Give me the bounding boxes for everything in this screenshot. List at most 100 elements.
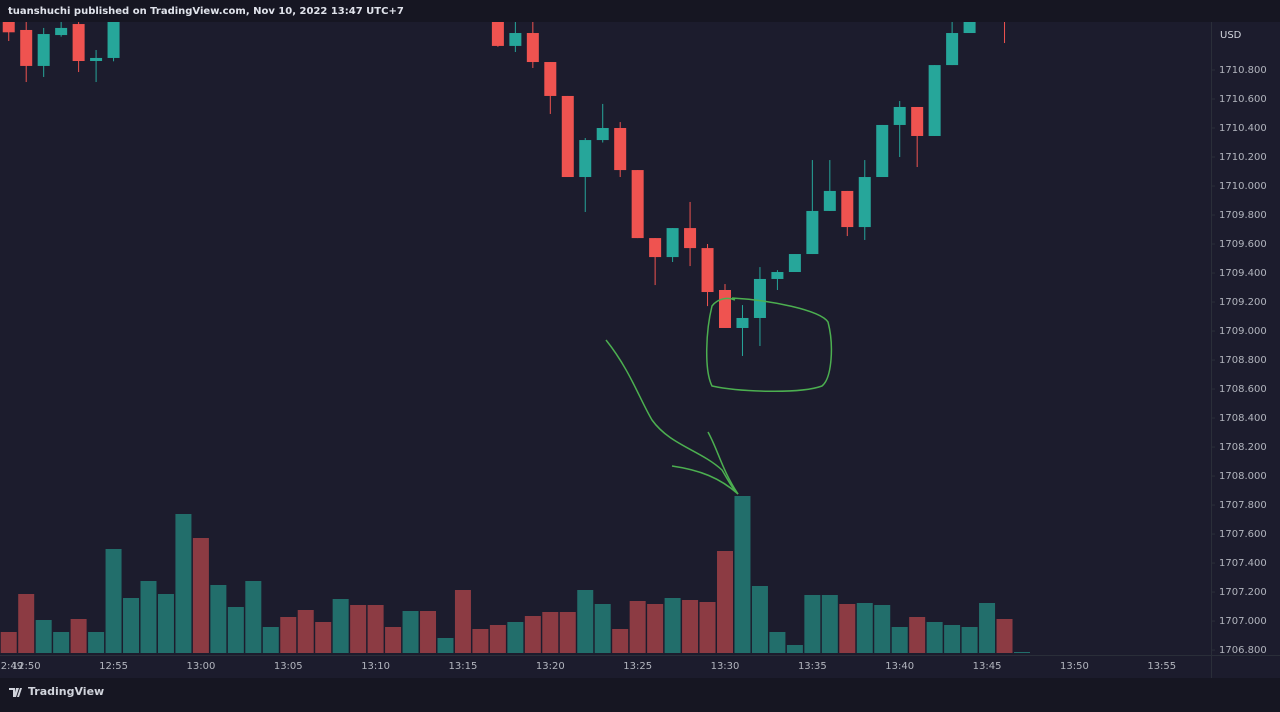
volume-bar: [874, 605, 891, 653]
annotation-arrow-head: [671, 465, 739, 495]
volume-bar: [88, 632, 105, 653]
volume-bar: [926, 622, 943, 653]
volume-bar: [280, 617, 297, 653]
volume-bar: [420, 611, 437, 653]
y-tick-label: 1707.000: [1219, 616, 1267, 627]
volume-bar: [682, 600, 699, 653]
candle-body: [20, 29, 33, 66]
y-tick-label: 1708.800: [1219, 355, 1267, 366]
volume-bar: [157, 594, 174, 653]
candle-layer: [2, 0, 1011, 356]
volume-bar: [734, 496, 751, 653]
y-tick-label: 1706.800: [1219, 645, 1267, 656]
volume-bar: [856, 603, 873, 653]
volume-bar: [542, 612, 559, 653]
x-tick-label: 13:15: [449, 661, 478, 672]
volume-bar: [0, 632, 17, 653]
volume-bar: [385, 627, 402, 653]
candle-body: [911, 106, 924, 136]
volume-bar: [1013, 652, 1030, 653]
volume-bar: [839, 604, 856, 653]
volume-bar: [786, 645, 803, 653]
volume-bar: [53, 632, 70, 653]
candle-body: [561, 95, 574, 178]
candle-body: [684, 228, 697, 249]
candle-body: [666, 228, 679, 258]
x-tick-label: 13:40: [885, 661, 914, 672]
price-axis: [1212, 22, 1280, 678]
volume-bar: [664, 598, 681, 653]
volume-bar: [559, 612, 576, 653]
volume-bar: [315, 622, 332, 653]
x-tick-label: 13:20: [536, 661, 565, 672]
volume-bar: [297, 610, 314, 653]
volume-bar: [437, 638, 454, 653]
x-tick-label: 13:25: [623, 661, 652, 672]
candle-body: [649, 238, 662, 258]
candle-body: [90, 57, 103, 62]
currency: USD: [1220, 30, 1242, 41]
y-tick-label: 1707.400: [1219, 558, 1267, 569]
x-tick-label: 12:55: [99, 661, 128, 672]
candle-body: [107, 22, 120, 58]
y-tick-label: 1709.200: [1219, 297, 1267, 308]
volume-bar: [245, 581, 262, 653]
drawing: [605, 297, 833, 495]
y-tick-label: 1710.000: [1219, 181, 1267, 192]
y-tick-label: 1709.600: [1219, 239, 1267, 250]
y-tick-label: 1710.400: [1219, 123, 1267, 134]
volume-bar: [227, 607, 244, 653]
volume-bar: [944, 625, 961, 653]
header: tuanshuchi published on TradingView.com,…: [8, 6, 404, 17]
y-tick-label: 1709.000: [1219, 326, 1267, 337]
volume-bar: [909, 617, 926, 653]
x-tick-label: 13:55: [1147, 661, 1176, 672]
annotation-arrow: [605, 339, 739, 495]
x-tick-label: 13:10: [361, 661, 390, 672]
volume-bar: [507, 622, 524, 653]
candle-body: [858, 177, 871, 228]
volume-bar: [647, 604, 664, 653]
y-tick-label: 1708.600: [1219, 384, 1267, 395]
volume-layer: [0, 496, 1030, 653]
volume-bar: [70, 619, 87, 653]
candle-body: [579, 140, 592, 178]
logo: [9, 688, 22, 697]
volume-bar: [979, 603, 996, 653]
y-tick-label: 1709.400: [1219, 268, 1267, 279]
candle-body: [37, 34, 50, 66]
candle-body: [72, 24, 85, 62]
volume-bar: [105, 549, 122, 653]
x-tick-label: 13:05: [274, 661, 303, 672]
candle-body: [806, 210, 819, 255]
volume-bar: [402, 611, 419, 653]
x-tick-label: 13:45: [973, 661, 1002, 672]
candle-body: [999, 0, 1011, 12]
volume-bar: [524, 616, 541, 653]
volume-bar: [350, 605, 367, 653]
volume-bar: [769, 632, 786, 653]
footer-brand: TradingView: [28, 685, 104, 698]
y-tick-label: 1707.800: [1219, 500, 1267, 511]
volume-bar: [577, 590, 594, 653]
y-tick-label: 1710.200: [1219, 152, 1267, 163]
y-tick-label: 1710.600: [1219, 94, 1267, 105]
volume-bar: [891, 627, 908, 653]
candle-body: [841, 190, 854, 228]
volume-bar: [961, 627, 978, 653]
candle-body: [526, 33, 539, 63]
volume-bar: [699, 602, 716, 653]
annotation-arrow-head: [707, 431, 739, 495]
x-tick-label: 13:30: [711, 661, 740, 672]
x-tick-label: 13:00: [186, 661, 215, 672]
volume-bar: [612, 629, 629, 653]
volume-bar: [751, 586, 768, 653]
y-tick-label: 1708.400: [1219, 413, 1267, 424]
time-axis: [0, 656, 1211, 678]
volume-bar: [332, 599, 349, 653]
volume-bar: [18, 594, 35, 653]
volume-bar: [821, 595, 838, 653]
volume-bar: [140, 581, 157, 653]
volume-bar: [262, 627, 279, 653]
